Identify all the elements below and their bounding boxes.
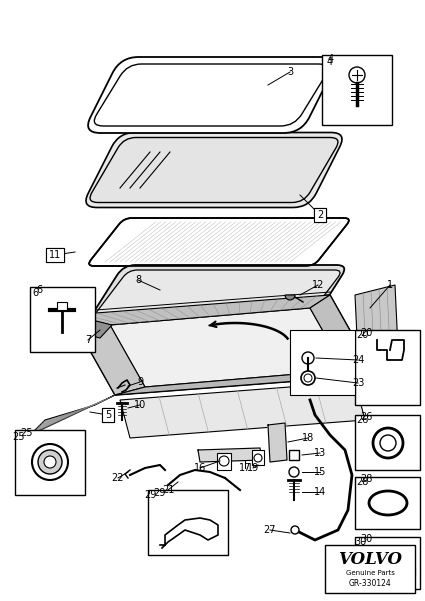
Polygon shape	[110, 308, 345, 387]
Text: 20: 20	[360, 328, 372, 338]
Text: 4: 4	[328, 54, 334, 64]
Bar	[355, 477, 420, 529]
Text: 28: 28	[356, 477, 368, 487]
Bar	[355, 330, 420, 405]
PathPatch shape	[89, 218, 349, 266]
Text: 5: 5	[105, 410, 111, 420]
Text: 17: 17	[239, 463, 251, 473]
Text: 25: 25	[20, 428, 32, 438]
Text: 7: 7	[85, 335, 91, 345]
Polygon shape	[115, 370, 375, 395]
Circle shape	[302, 352, 314, 364]
Polygon shape	[370, 375, 400, 405]
Bar	[30, 287, 95, 352]
Text: 11: 11	[49, 250, 61, 260]
Circle shape	[373, 428, 403, 458]
Bar	[322, 55, 392, 125]
Text: 28: 28	[360, 474, 372, 484]
Text: 29: 29	[153, 488, 165, 498]
Polygon shape	[70, 295, 375, 395]
Circle shape	[32, 444, 68, 480]
Circle shape	[304, 374, 312, 382]
Polygon shape	[70, 295, 330, 325]
Polygon shape	[120, 382, 365, 438]
Bar	[148, 490, 228, 555]
Text: 18: 18	[302, 433, 314, 443]
Circle shape	[44, 456, 56, 468]
Text: 10: 10	[134, 400, 146, 410]
Text: 26: 26	[356, 415, 368, 425]
PathPatch shape	[90, 265, 344, 325]
PathPatch shape	[90, 138, 338, 203]
Text: 9: 9	[137, 377, 143, 387]
Bar	[355, 415, 420, 470]
Circle shape	[291, 526, 299, 534]
Text: 12: 12	[312, 280, 324, 290]
Circle shape	[301, 371, 315, 385]
Text: 26: 26	[360, 412, 372, 422]
Text: GR-330124: GR-330124	[348, 579, 391, 588]
Text: 30: 30	[354, 537, 366, 547]
PathPatch shape	[88, 57, 334, 133]
Text: 2: 2	[317, 210, 323, 220]
Text: 25: 25	[12, 432, 24, 442]
Text: 19: 19	[247, 463, 259, 473]
Text: 20: 20	[356, 330, 368, 340]
Text: 15: 15	[314, 467, 326, 477]
Bar	[57, 302, 67, 310]
Text: Genuine Parts: Genuine Parts	[346, 570, 394, 576]
Text: 24: 24	[352, 355, 364, 365]
Polygon shape	[198, 448, 262, 462]
Polygon shape	[70, 315, 145, 395]
PathPatch shape	[86, 132, 342, 207]
Ellipse shape	[369, 491, 407, 515]
Text: 8: 8	[135, 275, 141, 285]
Text: 3: 3	[287, 67, 293, 77]
Circle shape	[289, 467, 299, 477]
Bar	[252, 450, 264, 465]
Text: 6: 6	[32, 288, 38, 298]
Text: 13: 13	[314, 448, 326, 458]
Text: 16: 16	[194, 463, 206, 473]
Polygon shape	[310, 295, 375, 375]
Text: 4: 4	[327, 57, 333, 67]
PathPatch shape	[94, 270, 340, 320]
Text: 5: 5	[105, 410, 111, 420]
Text: 21: 21	[162, 485, 174, 495]
Polygon shape	[30, 395, 115, 435]
Text: 11: 11	[49, 250, 61, 260]
Polygon shape	[60, 315, 112, 338]
Bar	[355, 537, 420, 589]
Bar	[290, 330, 355, 395]
Text: 1: 1	[387, 280, 393, 290]
Text: 22: 22	[112, 473, 124, 483]
Circle shape	[254, 454, 262, 462]
Bar	[15, 430, 85, 495]
Text: 27: 27	[264, 525, 276, 535]
Circle shape	[219, 456, 229, 466]
Text: 14: 14	[314, 487, 326, 497]
Text: 6: 6	[36, 285, 42, 295]
Wedge shape	[285, 295, 295, 300]
Polygon shape	[355, 285, 400, 400]
Text: 29: 29	[144, 490, 156, 500]
Bar	[289, 450, 299, 460]
Polygon shape	[268, 423, 287, 462]
Bar	[325, 545, 415, 593]
Text: 2: 2	[317, 210, 323, 220]
Bar	[217, 453, 231, 470]
Circle shape	[349, 67, 365, 83]
Text: 23: 23	[352, 378, 364, 388]
Circle shape	[380, 435, 396, 451]
Circle shape	[38, 450, 62, 474]
Text: VOLVO: VOLVO	[338, 552, 402, 569]
PathPatch shape	[94, 64, 328, 126]
Text: 30: 30	[360, 534, 372, 544]
